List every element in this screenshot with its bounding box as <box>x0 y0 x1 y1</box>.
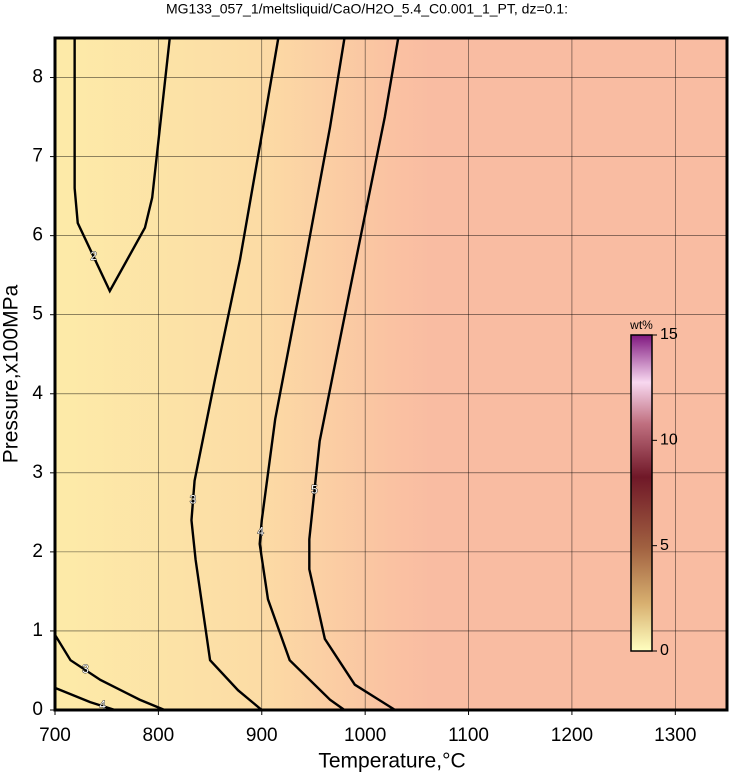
y-tick-label: 4 <box>32 383 43 404</box>
x-tick-label: 1200 <box>551 725 593 746</box>
colorbar <box>630 334 653 652</box>
contour-line <box>53 634 166 712</box>
x-tick-label: 700 <box>39 725 71 746</box>
contour-line <box>73 37 171 294</box>
y-tick-label: 0 <box>32 699 43 720</box>
y-tick-label: 1 <box>32 620 43 641</box>
x-axis-label: Temperature,°C <box>318 750 465 773</box>
x-tick-label: 800 <box>143 725 175 746</box>
y-tick-label: 6 <box>32 225 43 246</box>
y-tick-label: 3 <box>32 462 43 483</box>
colorbar-tick-label: 10 <box>660 432 678 449</box>
y-tick-label: 2 <box>32 541 43 562</box>
contour-label: 2 <box>90 249 97 263</box>
x-tick-label: 1300 <box>654 725 696 746</box>
x-tick-label: 1100 <box>448 725 489 746</box>
contour-label: 5 <box>311 482 318 496</box>
contour-line <box>54 686 116 712</box>
colorbar-label: wt% <box>629 318 653 332</box>
colorbar-tick-label: 0 <box>660 642 669 659</box>
x-tick-label: 900 <box>246 725 278 746</box>
y-axis-label: Pressure,x100MPa <box>0 284 23 463</box>
contour-label: 3 <box>190 493 197 507</box>
contour-label: 4 <box>257 524 264 538</box>
y-tick-label: 5 <box>32 304 43 325</box>
contour-line <box>190 37 280 711</box>
chart-title: MG133_057_1/meltsliquid/CaO/H2O_5.4_C0.0… <box>166 1 568 17</box>
contour-line <box>258 37 346 711</box>
x-tick-label: 1000 <box>344 725 386 746</box>
y-tick-label: 8 <box>32 67 43 88</box>
colorbar-tick-label: 5 <box>660 537 669 554</box>
plot-background <box>55 38 727 710</box>
contour-label: 3 <box>82 662 89 676</box>
colorbar-tick-label: 15 <box>660 326 678 343</box>
contour-label: 4 <box>99 698 106 712</box>
y-tick-label: 7 <box>32 146 43 167</box>
plot-frame <box>53 36 729 712</box>
contour-line <box>308 37 400 712</box>
